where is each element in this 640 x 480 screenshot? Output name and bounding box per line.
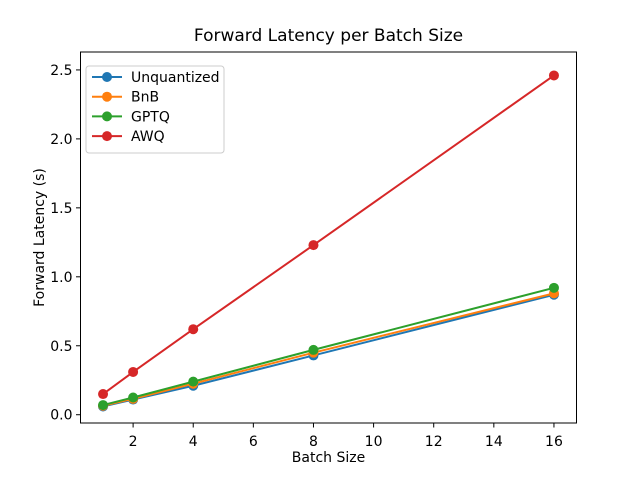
axes-frame	[80, 51, 577, 424]
legend-label-unquantized: Unquantized	[131, 70, 220, 86]
x-axis-label: Batch Size	[292, 450, 365, 466]
data-point-awq	[98, 389, 109, 400]
data-point-awq	[308, 240, 319, 251]
x-tick-label: 2	[129, 434, 138, 450]
y-tick-label: 0.0	[50, 408, 72, 424]
y-tick-label: 1.0	[50, 270, 72, 286]
data-point-gptq	[548, 282, 559, 293]
x-tick-label: 14	[485, 434, 503, 450]
y-tick-label: 0.5	[50, 339, 72, 355]
legend-box	[85, 65, 225, 154]
data-point-gptq	[98, 400, 109, 411]
x-tick-label: 16	[545, 434, 563, 450]
x-tick-label: 4	[189, 434, 198, 450]
legend-marker-awq	[102, 131, 112, 142]
data-point-awq	[548, 70, 559, 81]
data-point-gptq	[188, 376, 199, 387]
data-point-awq	[188, 324, 199, 335]
y-axis-label: Forward Latency (s)	[32, 168, 48, 307]
x-tick-label: 6	[249, 434, 258, 450]
data-point-awq	[128, 366, 139, 377]
data-point-gptq	[128, 392, 139, 403]
legend-label-bnb: BnB	[131, 90, 159, 106]
chart-title: Forward Latency per Batch Size	[194, 26, 463, 46]
legend-marker-gptq	[102, 111, 112, 122]
data-point-gptq	[308, 344, 319, 355]
y-tick-label: 1.5	[50, 201, 72, 217]
legend-marker-unquantized	[102, 72, 112, 82]
x-tick-label: 10	[365, 434, 383, 450]
x-tick-label: 12	[425, 434, 443, 450]
legend-label-awq: AWQ	[131, 129, 165, 145]
legend-label-gptq: GPTQ	[131, 109, 170, 125]
legend-marker-bnb	[102, 91, 112, 102]
y-tick-label: 2.5	[50, 63, 72, 79]
x-tick-label: 8	[309, 434, 318, 450]
y-tick-label: 2.0	[50, 132, 72, 148]
